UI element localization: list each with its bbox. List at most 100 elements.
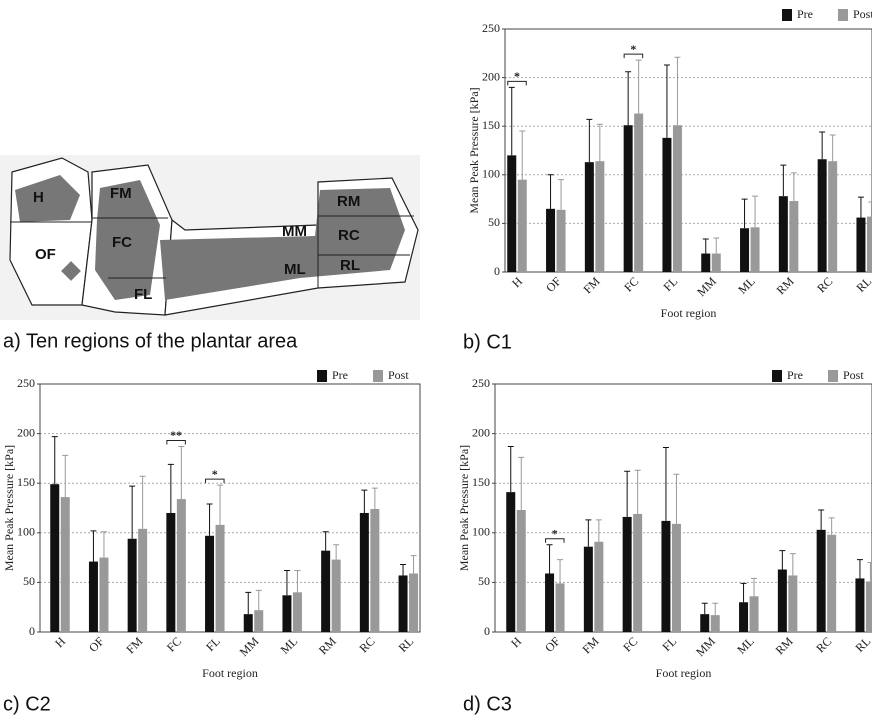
- significance-label: *: [552, 526, 558, 540]
- bar: [701, 253, 711, 272]
- bar: [507, 155, 517, 272]
- error-bar: [702, 238, 709, 254]
- bar: [710, 615, 720, 632]
- x-tick-label: RL: [853, 634, 872, 655]
- error-bar: [751, 577, 758, 597]
- x-axis-label: Foot region: [656, 666, 712, 680]
- error-bar: [819, 131, 826, 160]
- error-bar: [206, 503, 213, 536]
- bar: [866, 216, 872, 272]
- error-bar: [129, 485, 136, 539]
- bar: [856, 217, 866, 272]
- error-bar: [283, 569, 290, 596]
- x-tick-label: ML: [735, 274, 758, 297]
- bar: [584, 162, 594, 272]
- bar: [50, 484, 60, 632]
- y-tick-label: 200: [472, 425, 490, 439]
- y-tick-label: 250: [472, 376, 490, 390]
- region-label: FC: [112, 234, 132, 251]
- bar: [788, 575, 798, 632]
- region-label: ML: [284, 261, 306, 278]
- error-bar: [519, 130, 526, 180]
- bar: [138, 528, 148, 632]
- bar: [622, 516, 632, 632]
- caption: a) Ten regions of the plantar area: [3, 330, 298, 352]
- error-bar: [585, 519, 592, 547]
- bar: [166, 512, 176, 632]
- bar: [711, 253, 721, 272]
- legend-swatch: [317, 370, 327, 382]
- caption: b) C1: [463, 331, 512, 353]
- bar: [254, 610, 264, 632]
- error-bar: [322, 531, 329, 551]
- bar: [740, 228, 750, 272]
- error-bar: [741, 198, 748, 229]
- legend-swatch: [838, 9, 848, 21]
- bar: [359, 512, 369, 632]
- bar: [555, 583, 565, 632]
- bar: [545, 573, 555, 632]
- error-bar: [828, 517, 835, 535]
- bar: [672, 125, 682, 272]
- bar: [817, 159, 827, 272]
- x-tick-label: ML: [278, 634, 301, 657]
- bar: [778, 196, 788, 272]
- y-tick-label: 250: [482, 21, 500, 35]
- y-tick-label: 200: [482, 69, 500, 83]
- x-tick-label: MM: [693, 634, 718, 659]
- bar: [595, 161, 605, 272]
- error-bar: [829, 134, 836, 162]
- y-tick-label: 50: [488, 215, 500, 229]
- legend-label: Pre: [787, 368, 803, 382]
- bar: [88, 561, 98, 632]
- y-tick-label: 200: [17, 425, 35, 439]
- error-bar: [712, 602, 719, 616]
- blob: [61, 261, 81, 281]
- error-bar: [586, 118, 593, 163]
- significance-bracket: [507, 80, 527, 86]
- bar: [331, 559, 341, 632]
- region-label: FM: [110, 185, 132, 202]
- bar: [789, 201, 799, 272]
- error-bar: [790, 172, 797, 202]
- error-bar: [740, 582, 747, 603]
- bar: [243, 614, 253, 632]
- legend-swatch: [782, 9, 792, 21]
- plantar-diagram: H OF FM FC FL MM ML RM RC RL a) Ten regi…: [0, 155, 420, 352]
- bar: [634, 113, 644, 273]
- error-bar: [780, 164, 787, 197]
- error-bar: [410, 555, 417, 574]
- error-bar: [789, 553, 796, 576]
- error-bar: [624, 470, 631, 517]
- bar-chart: 0 50 100 150 200 250 H OF FM FC FL MM ML RM RC RL * Mean …: [457, 368, 872, 715]
- x-tick-label: FM: [580, 634, 602, 656]
- x-tick-label: FL: [659, 634, 679, 654]
- y-tick-label: 250: [17, 376, 35, 390]
- error-bar: [508, 86, 515, 156]
- legend-label: Pre: [332, 368, 348, 382]
- legend-label: Post: [388, 368, 409, 382]
- x-tick-label: FL: [660, 274, 680, 294]
- x-axis-label: Foot region: [661, 306, 717, 320]
- x-tick-label: H: [508, 634, 524, 650]
- bar: [623, 125, 633, 272]
- region-label: FL: [134, 286, 152, 303]
- bar: [176, 499, 186, 632]
- error-bar: [62, 454, 69, 498]
- y-axis-label: Mean Peak Pressure [kPa]: [467, 87, 481, 213]
- x-tick-label: RM: [773, 634, 796, 657]
- y-tick-label: 150: [472, 475, 490, 489]
- x-tick-label: H: [52, 634, 68, 650]
- significance-label: *: [630, 42, 636, 56]
- error-bar: [546, 544, 553, 574]
- significance-label: *: [514, 69, 520, 83]
- legend-label: Post: [843, 368, 864, 382]
- bar: [662, 137, 672, 272]
- bar: [594, 541, 604, 632]
- bar: [516, 509, 526, 632]
- error-bar: [371, 487, 378, 509]
- error-bar: [178, 445, 185, 500]
- bar: [321, 550, 331, 632]
- bar: [661, 520, 671, 632]
